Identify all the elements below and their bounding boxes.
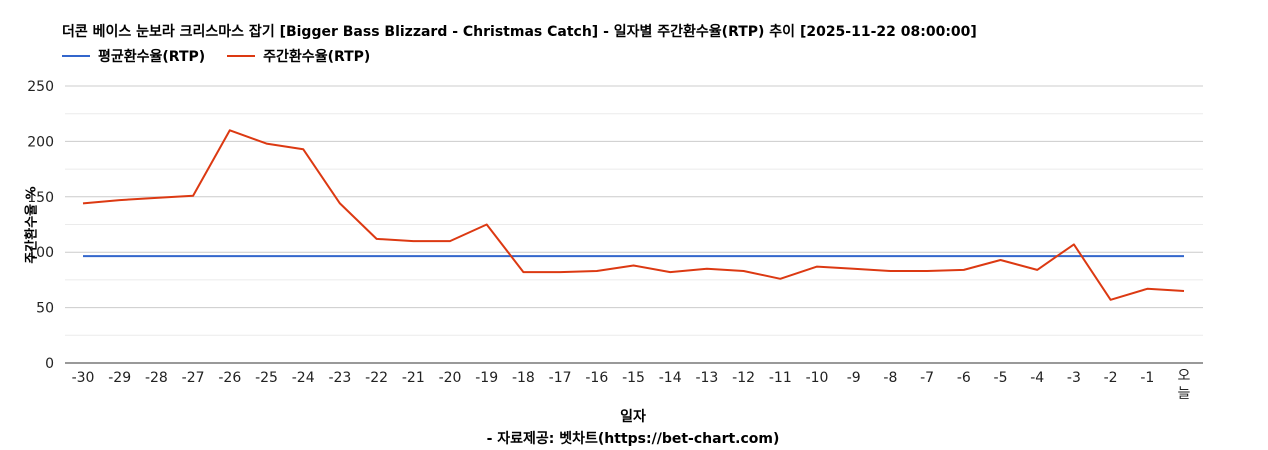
y-tick-label: 0 — [45, 356, 54, 372]
x-tick-label: -24 — [292, 370, 315, 386]
x-tick-label: -7 — [920, 370, 934, 386]
x-tick-label: -11 — [769, 370, 792, 386]
x-tick-label: -25 — [255, 370, 278, 386]
y-tick-label: 250 — [27, 79, 54, 95]
legend-swatch-average — [62, 55, 90, 57]
y-tick-label: 200 — [27, 134, 54, 150]
x-tick-label: -15 — [622, 370, 645, 386]
x-tick-label: -12 — [732, 370, 755, 386]
x-tick-label: -27 — [182, 370, 205, 386]
legend-label-weekly: 주간환수율(RTP) — [263, 49, 371, 65]
x-tick-label: 늘 — [1178, 386, 1191, 402]
legend-swatch-weekly — [227, 55, 256, 57]
legend: 평균환수율(RTP) 주간환수율(RTP) — [62, 46, 392, 66]
x-tick-label: -29 — [108, 370, 131, 386]
x-tick-label: -19 — [475, 370, 498, 386]
x-tick-label: -13 — [695, 370, 718, 386]
x-tick-label: -6 — [957, 370, 971, 386]
x-tick-label: -20 — [439, 370, 462, 386]
y-tick-label: 150 — [27, 190, 54, 206]
x-tick-label: 오 — [1178, 368, 1191, 384]
x-tick-label: -22 — [365, 370, 388, 386]
y-tick-label: 50 — [36, 301, 54, 317]
x-tick-label: -21 — [402, 370, 425, 386]
legend-item-weekly[interactable]: 주간환수율(RTP) — [227, 46, 370, 66]
x-tick-label: -16 — [585, 370, 608, 386]
x-tick-label: -1 — [1140, 370, 1154, 386]
series-line-weekly — [82, 129, 1185, 301]
y-tick-label: 100 — [27, 245, 54, 261]
x-axis-title: 일자 — [620, 409, 646, 425]
legend-item-average[interactable]: 평균환수율(RTP) — [62, 46, 205, 66]
x-tick-label: -8 — [883, 370, 897, 386]
x-tick-label: -26 — [218, 370, 241, 386]
x-tick-label: -18 — [512, 370, 535, 386]
x-tick-label: -9 — [847, 370, 861, 386]
x-tick-label: -4 — [1030, 370, 1044, 386]
x-tick-label: -2 — [1104, 370, 1118, 386]
y-axis-title: 주간환수율 % — [24, 186, 40, 264]
x-tick-label: -5 — [994, 370, 1008, 386]
chart-title: 더콘 베이스 눈보라 크리스마스 잡기 [Bigger Bass Blizzar… — [62, 24, 977, 40]
x-tick-label: -30 — [72, 370, 95, 386]
x-tick-label: -28 — [145, 370, 168, 386]
legend-label-average: 평균환수율(RTP) — [98, 49, 206, 65]
x-tick-label: -17 — [549, 370, 572, 386]
x-tick-label: -10 — [806, 370, 829, 386]
x-tick-label: -3 — [1067, 370, 1081, 386]
data-credit: - 자료제공: 벳차트(https://bet-chart.com) — [486, 431, 780, 447]
x-tick-label: -14 — [659, 370, 682, 386]
x-tick-label: -23 — [328, 370, 351, 386]
